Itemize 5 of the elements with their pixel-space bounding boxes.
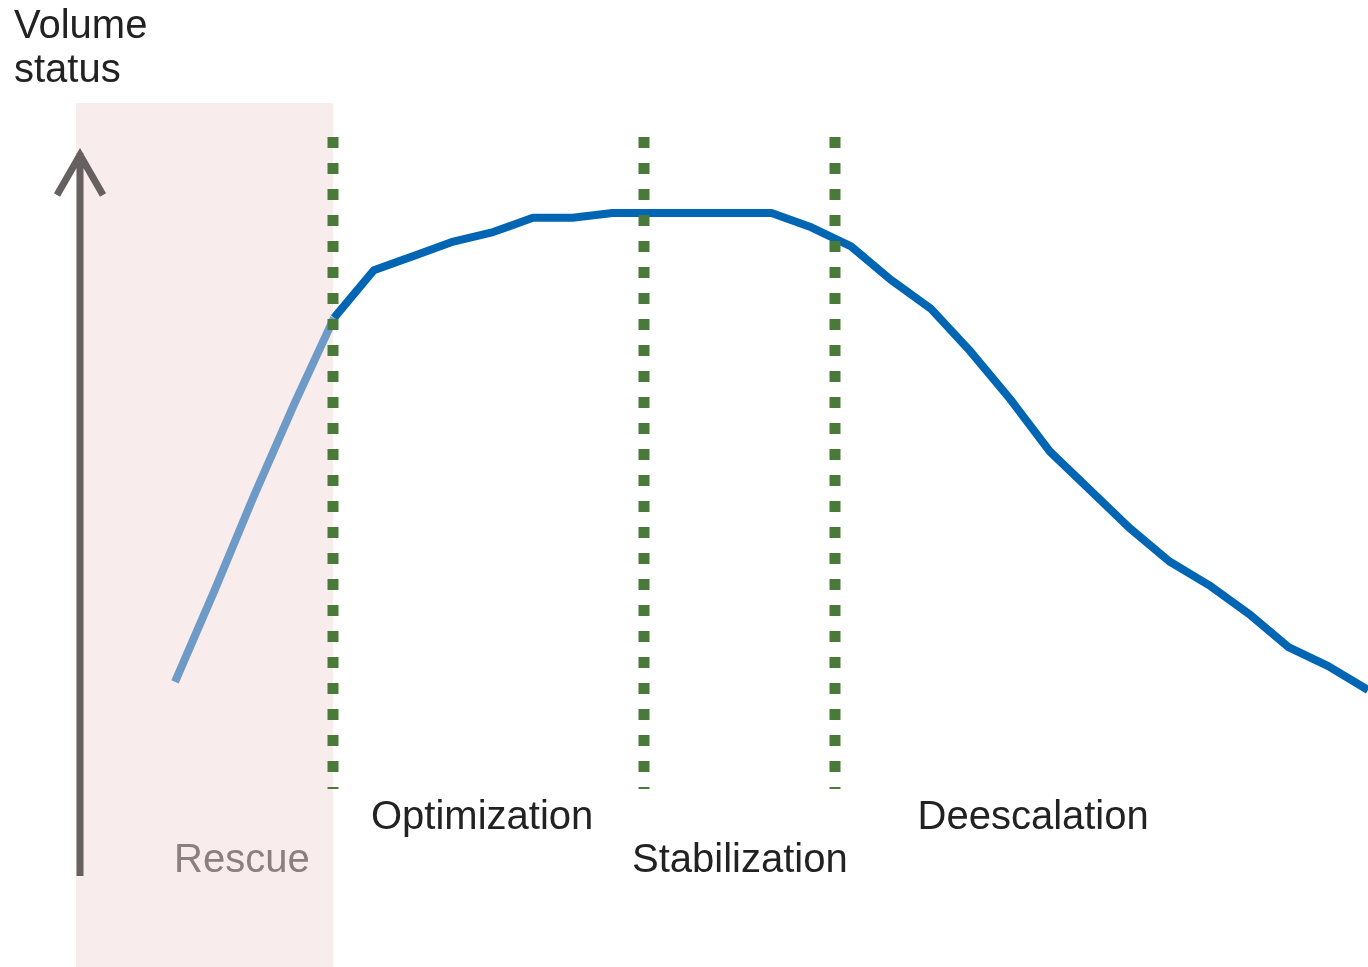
text: Optimization [371, 793, 594, 837]
text: Deescalation [917, 793, 1149, 837]
y-axis-title: Volume status [14, 2, 149, 90]
text: Rescue [174, 836, 310, 880]
text: Stabilization [632, 836, 848, 880]
